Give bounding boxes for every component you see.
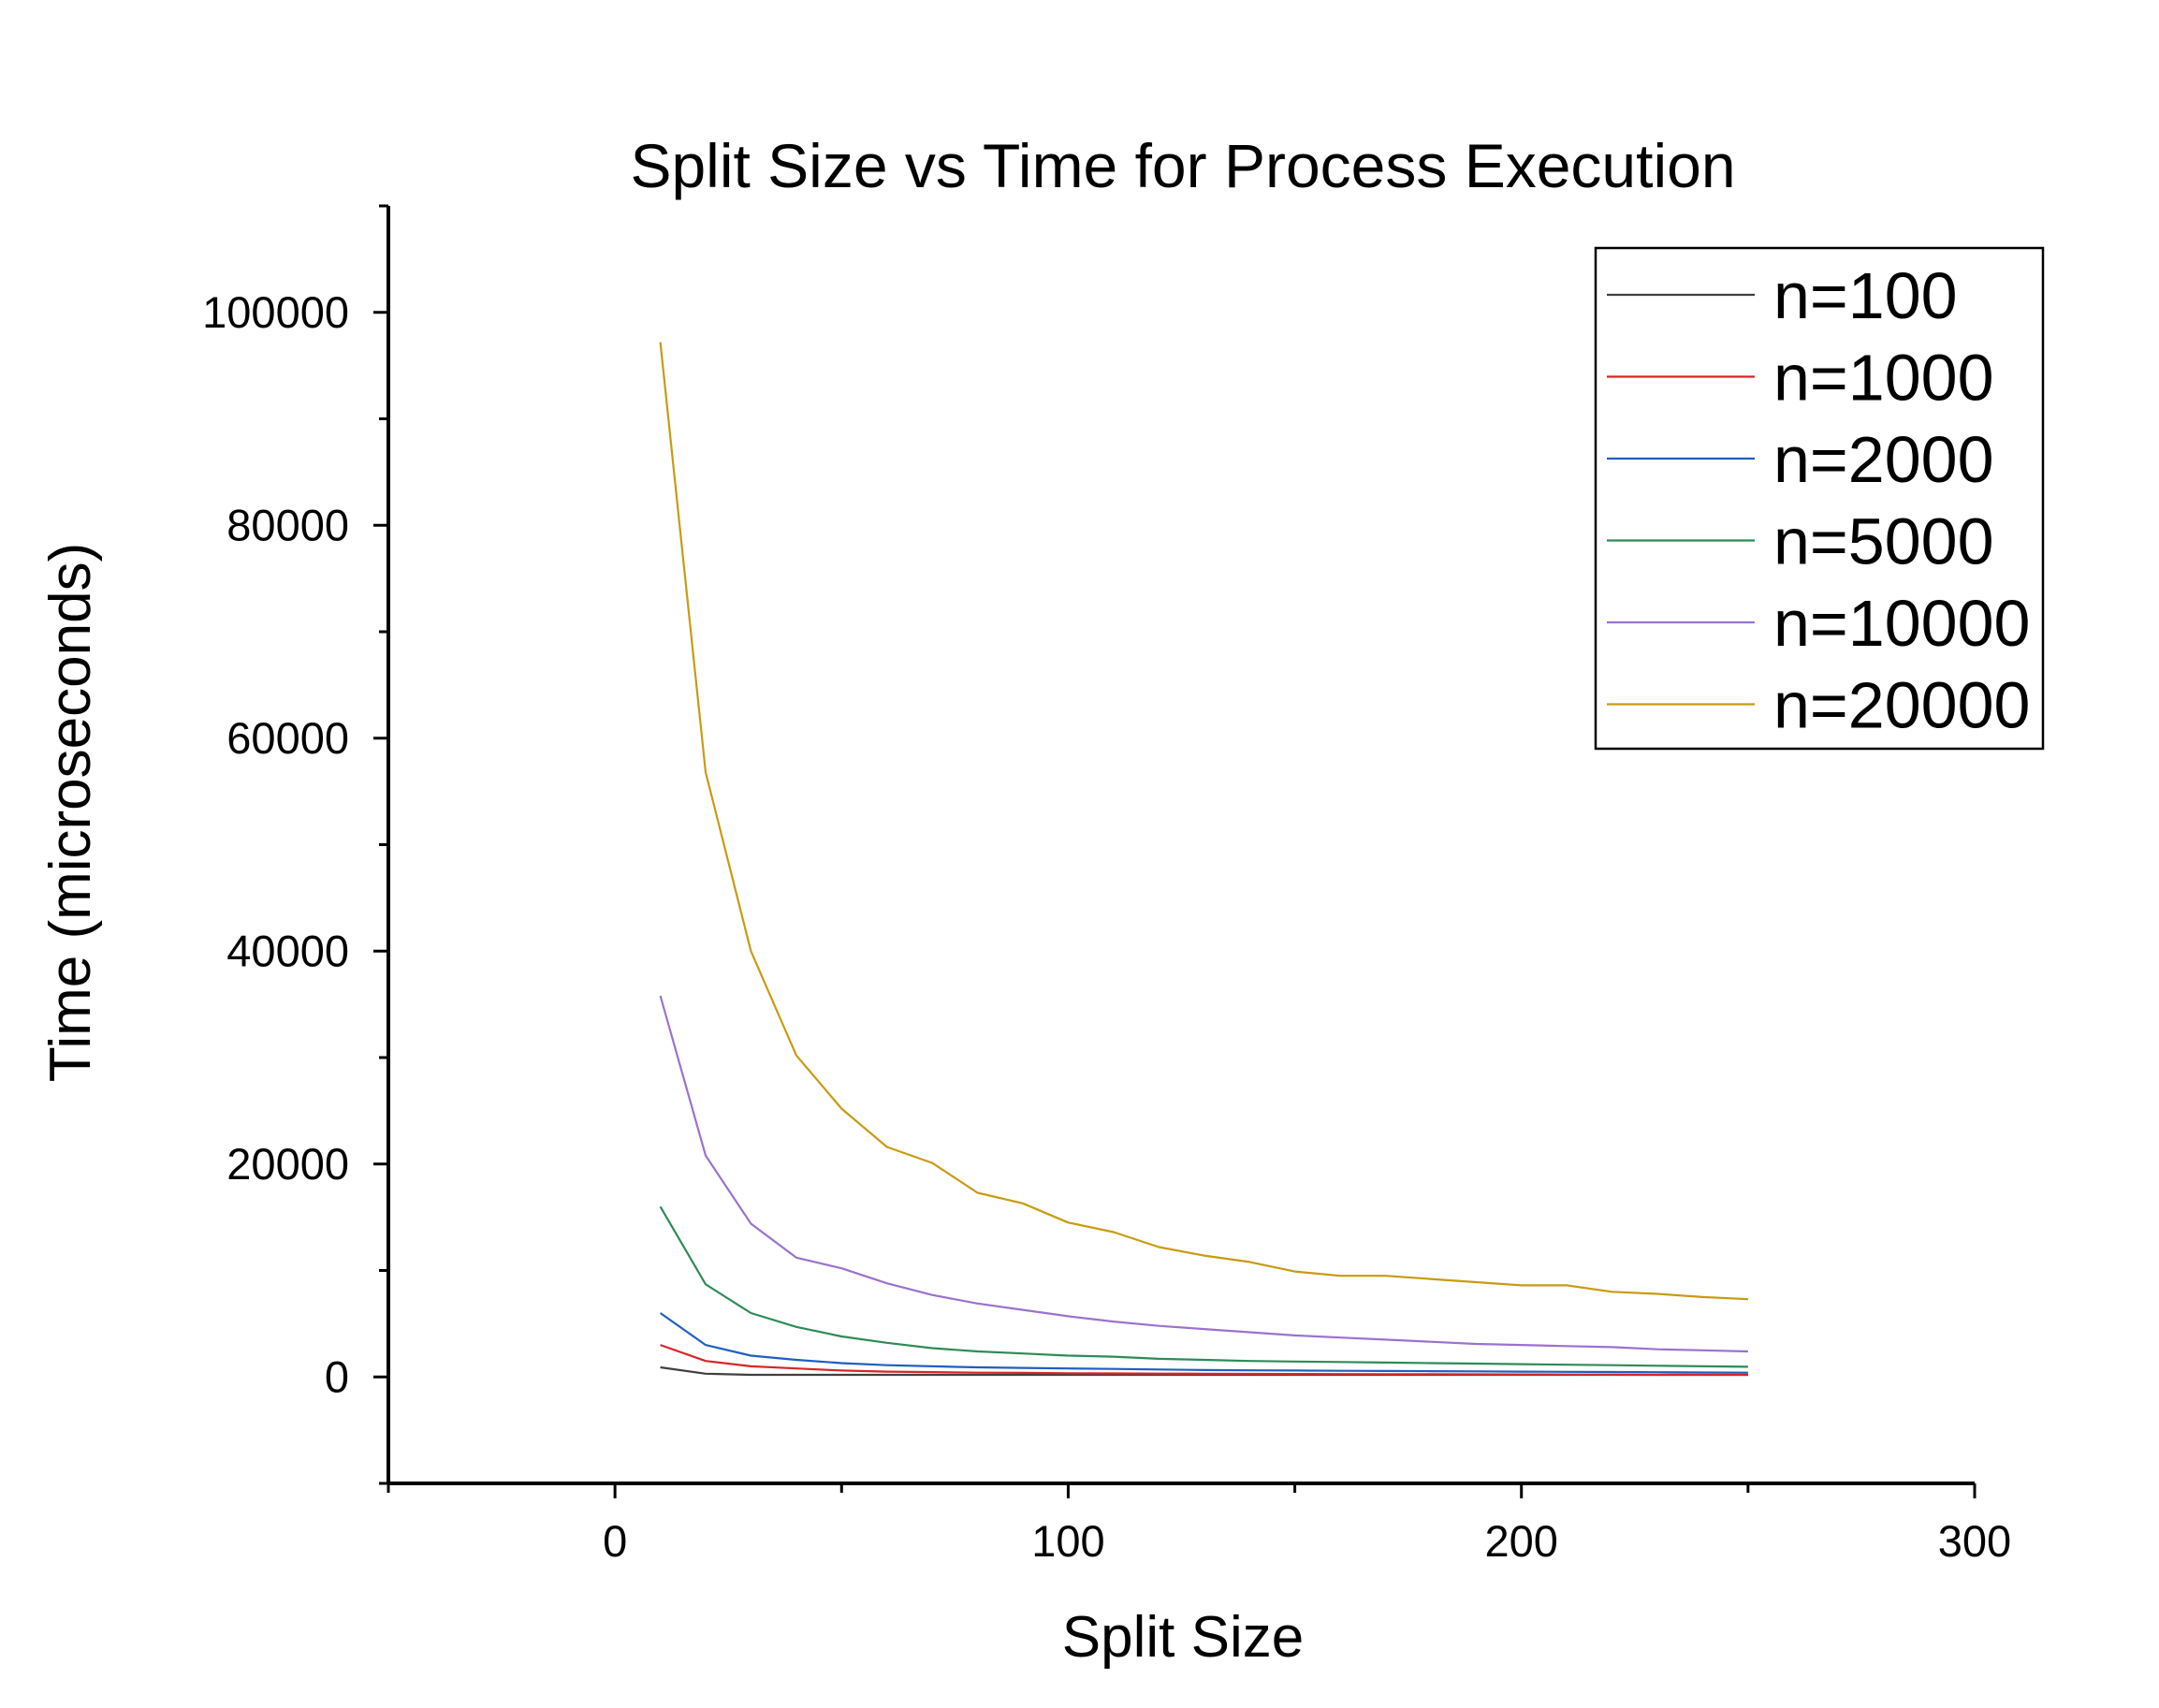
legend-label: n=2000: [1773, 423, 1994, 496]
series-line-n-5000: [659, 1205, 1748, 1368]
legend-label: n=100: [1773, 259, 1958, 332]
x-tick-label: 300: [1938, 1516, 2011, 1566]
legend-label: n=20000: [1773, 669, 2030, 742]
series-line-n-1000: [660, 1344, 1748, 1377]
x-tick-label: 200: [1485, 1516, 1558, 1566]
legend-box: [1594, 246, 2045, 751]
y-tick-label: 100000: [202, 287, 349, 337]
legend: n=100 n=1000 n=2000 n=5000 n=10000 n=20000: [1594, 246, 2045, 751]
series-lines: [659, 342, 1748, 1377]
y-axis-label: Time (microseconds): [38, 543, 103, 1082]
y-tick-label: 0: [325, 1351, 349, 1401]
series-line-n-10000: [659, 995, 1748, 1353]
legend-label: n=5000: [1773, 505, 1994, 578]
x-tick-label: 0: [603, 1516, 627, 1566]
y-tick-label: 80000: [226, 500, 349, 549]
legend-label: n=10000: [1773, 587, 2030, 660]
chart-title: Split Size vs Time for Process Execution: [630, 131, 1735, 200]
y-tick-label: 20000: [226, 1139, 349, 1189]
y-tick-label: 60000: [226, 713, 349, 763]
axes: 0 20000 40000 60000 80000 100000 0 100 200 300: [202, 204, 2011, 1566]
x-axis-label: Split Size: [1062, 1605, 1304, 1670]
series-line-n-20000: [659, 342, 1748, 1301]
legend-label: n=1000: [1773, 342, 1994, 415]
series-line-n-2000: [659, 1312, 1748, 1374]
x-tick-label: 100: [1031, 1516, 1104, 1566]
y-tick-label: 40000: [226, 926, 349, 975]
